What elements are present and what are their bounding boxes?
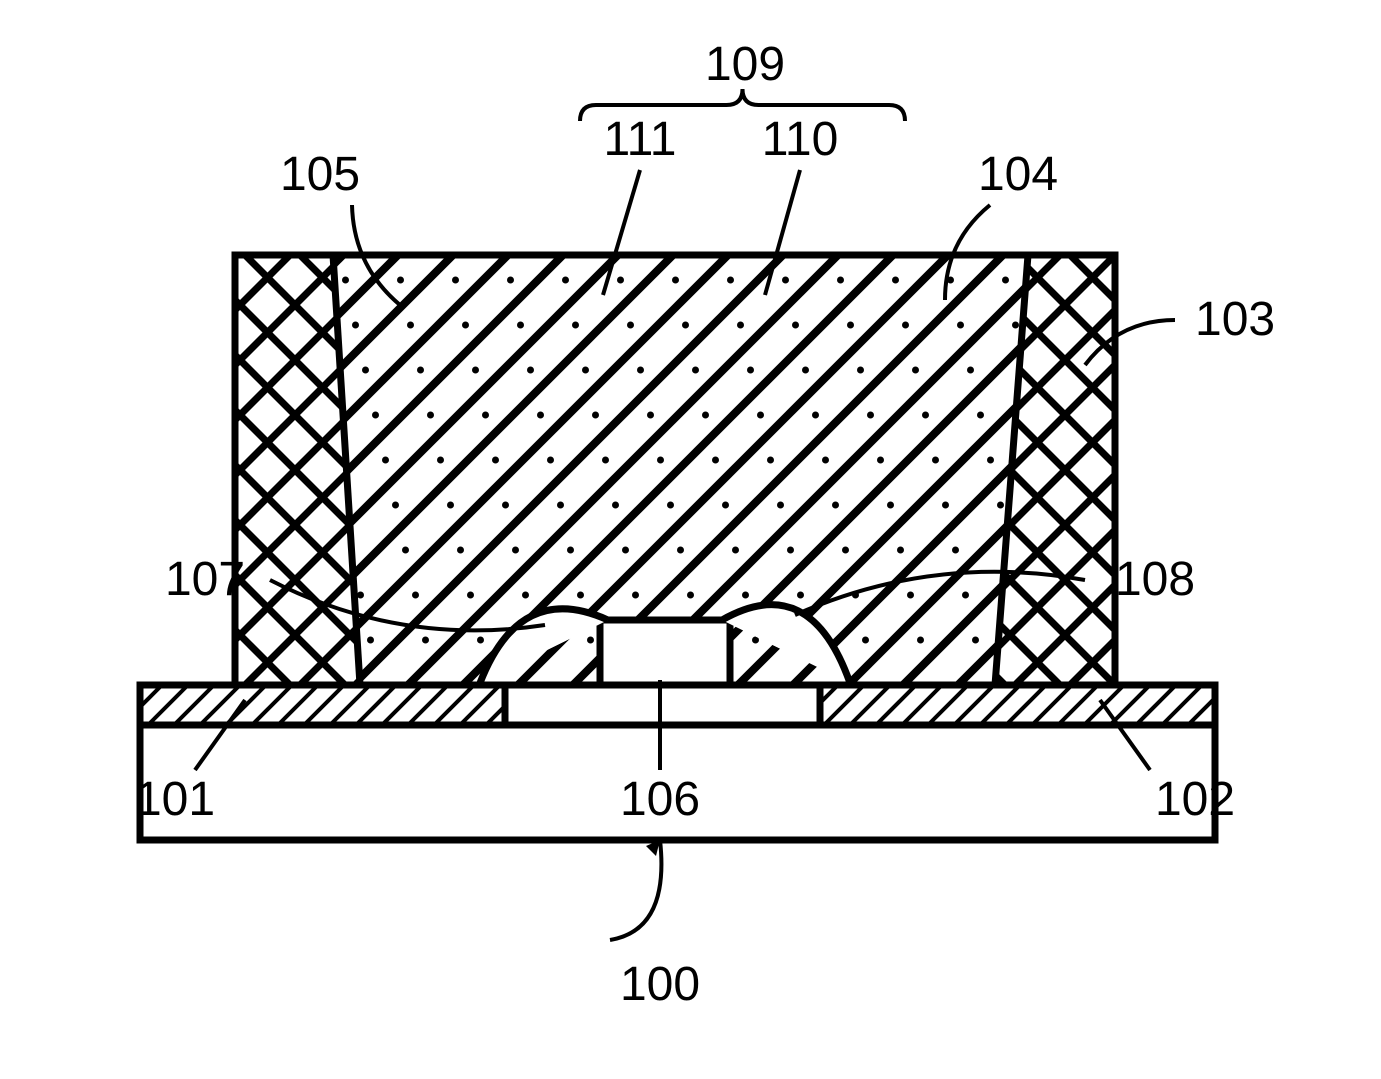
label-107: 107 [165, 553, 245, 606]
label-109: 109 [705, 38, 785, 91]
label-100: 100 [620, 958, 700, 1011]
label-101: 101 [135, 773, 215, 826]
label-102: 102 [1155, 773, 1235, 826]
label-104: 104 [978, 148, 1058, 201]
label-103: 103 [1195, 293, 1275, 346]
label-110: 110 [762, 113, 839, 166]
label-106: 106 [620, 773, 700, 826]
diagram-canvas: 100 101 102 103 104 105 106 107 108 109 110 111 [0, 0, 1381, 1079]
label-105: 105 [280, 148, 360, 201]
chip [600, 620, 730, 685]
label-111: 111 [604, 113, 677, 166]
label-108: 108 [1115, 553, 1195, 606]
